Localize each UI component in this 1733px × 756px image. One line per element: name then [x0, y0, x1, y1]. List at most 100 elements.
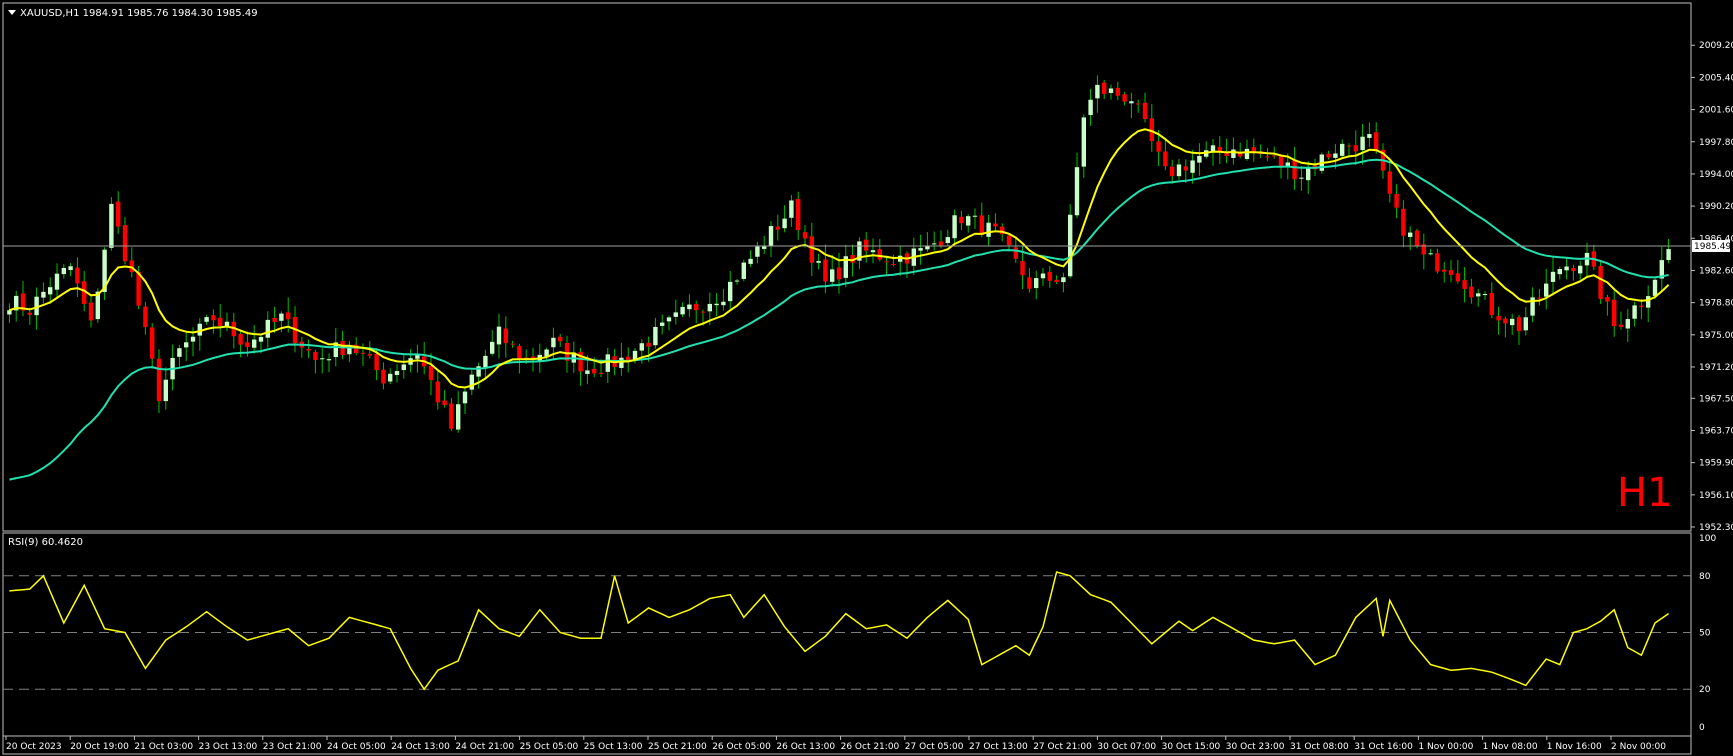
- bull-candle: [490, 341, 495, 354]
- bear-candle: [367, 354, 372, 356]
- bull-candle: [476, 366, 481, 377]
- bear-candle: [884, 261, 889, 263]
- bull-candle: [605, 354, 610, 372]
- bear-candle: [1469, 286, 1474, 298]
- collapse-triangle-icon[interactable]: [8, 10, 16, 15]
- bear-candle: [1618, 324, 1624, 328]
- time-tick-label: 24 Oct 05:00: [327, 742, 386, 752]
- price-tick-label: 1975.00: [1699, 331, 1733, 341]
- bull-candle: [1367, 134, 1372, 138]
- bull-candle: [333, 342, 338, 358]
- bull-candle: [54, 273, 60, 290]
- bear-candle: [864, 239, 869, 251]
- rsi-tick-label: 80: [1699, 572, 1711, 582]
- bull-candle: [61, 267, 66, 275]
- time-tick-label: 25 Oct 13:00: [584, 742, 643, 752]
- time-tick-label: 24 Oct 21:00: [455, 742, 514, 752]
- bull-candle: [1231, 149, 1236, 158]
- bull-candle: [830, 269, 835, 282]
- bull-candle: [660, 322, 665, 326]
- price-tick-label: 2005.40: [1699, 73, 1733, 83]
- bear-candle: [218, 317, 223, 327]
- bull-candle: [1081, 117, 1086, 167]
- bear-candle: [1020, 261, 1025, 276]
- bear-candle: [245, 342, 250, 348]
- price-tick-label: 1986.40: [1699, 234, 1733, 244]
- bull-candle: [1285, 162, 1290, 167]
- bear-candle: [1156, 141, 1161, 152]
- time-tick-label: 25 Oct 05:00: [520, 742, 579, 752]
- bear-candle: [150, 327, 155, 359]
- current-price-tag: 1985.49: [1692, 239, 1731, 252]
- bull-candle: [1340, 143, 1345, 156]
- bear-candle: [592, 368, 597, 374]
- bear-candle: [27, 312, 32, 315]
- bull-candle: [918, 248, 923, 251]
- bull-candle: [252, 339, 257, 348]
- bull-candle: [673, 312, 678, 317]
- price-tick-label: 1971.20: [1699, 363, 1733, 373]
- time-tick-label: 30 Oct 23:00: [1226, 742, 1285, 752]
- bull-candle: [619, 357, 624, 368]
- bull-candle: [204, 317, 209, 322]
- bull-candle: [1666, 249, 1671, 261]
- bull-candle: [1333, 153, 1338, 158]
- bear-candle: [891, 263, 896, 265]
- time-tick-label: 1 Nov 16:00: [1547, 742, 1602, 752]
- bear-candle: [877, 249, 882, 260]
- time-tick-label: 26 Oct 05:00: [712, 742, 771, 752]
- timeframe-badge: H1: [1617, 470, 1673, 516]
- bull-candle: [687, 304, 692, 310]
- time-tick-label: 1 Nov 08:00: [1483, 742, 1538, 752]
- time-tick-label: 30 Oct 07:00: [1097, 742, 1156, 752]
- bull-candle: [1299, 177, 1304, 179]
- price-tick-label: 1963.70: [1699, 426, 1733, 436]
- bull-candle: [585, 370, 590, 374]
- price-tick-label: 1978.80: [1699, 299, 1733, 309]
- bull-candle: [456, 404, 461, 430]
- bear-candle: [775, 226, 780, 230]
- bear-candle: [1537, 297, 1542, 299]
- bull-candle: [1544, 283, 1549, 297]
- symbol-header[interactable]: XAUUSD,H1 1984.91 1985.76 1984.30 1985.4…: [8, 8, 258, 19]
- bull-candle: [394, 371, 400, 375]
- bear-candle: [1251, 147, 1256, 154]
- bear-candle: [1414, 230, 1420, 247]
- bear-candle: [1612, 299, 1617, 327]
- bear-candle: [700, 311, 706, 313]
- bull-candle: [1088, 99, 1093, 116]
- bull-candle: [782, 218, 787, 229]
- bear-candle: [1374, 132, 1379, 152]
- bear-candle: [564, 342, 570, 361]
- bull-candle: [109, 203, 114, 248]
- bear-candle: [1435, 253, 1440, 272]
- bull-candle: [1176, 164, 1182, 177]
- bear-candle: [1013, 247, 1018, 259]
- bull-candle: [755, 246, 760, 257]
- bull-candle: [1074, 167, 1080, 216]
- bear-candle: [1605, 297, 1610, 302]
- bear-candle: [1265, 156, 1270, 158]
- time-tick-label: 31 Oct 16:00: [1354, 742, 1413, 752]
- time-axis-frame: [2, 735, 1692, 755]
- bear-candle: [598, 372, 604, 374]
- bull-candle: [1632, 305, 1637, 319]
- bear-candle: [442, 400, 447, 406]
- bull-candle: [1557, 268, 1562, 275]
- bull-candle: [762, 246, 767, 249]
- time-tick-label: 20 Oct 19:00: [70, 742, 129, 752]
- bear-candle: [1122, 94, 1127, 102]
- time-tick-label: 25 Oct 21:00: [648, 742, 707, 752]
- bear-candle: [1163, 151, 1168, 167]
- bear-candle: [1394, 194, 1399, 208]
- bull-candle: [898, 255, 903, 262]
- bull-candle: [14, 295, 19, 311]
- bull-candle: [666, 317, 672, 322]
- ma-fast-line: [9, 128, 1670, 389]
- bull-candle: [7, 310, 12, 315]
- bull-candle: [1197, 155, 1202, 163]
- symbol-info: XAUUSD,H1 1984.91 1985.76 1984.30 1985.4…: [20, 8, 258, 19]
- bear-candle: [524, 357, 529, 359]
- bull-candle: [163, 379, 168, 402]
